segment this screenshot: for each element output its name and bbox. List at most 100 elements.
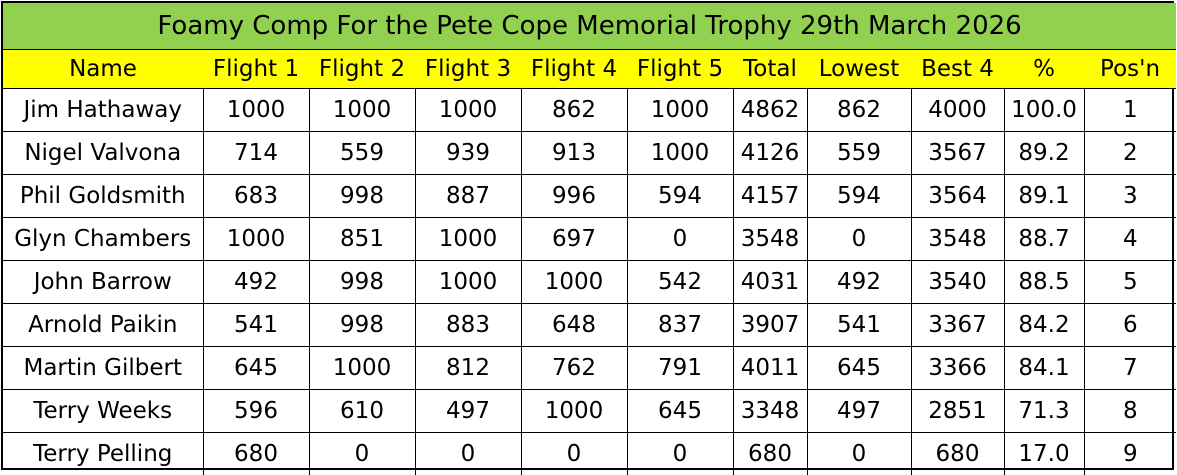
cell-percent: 89.1 (1004, 175, 1084, 218)
cell-total: 4011 (733, 347, 807, 390)
cell-best-4: 3366 (911, 347, 1004, 390)
cell-flight-5: 542 (627, 261, 733, 304)
column-header-name: Name (3, 50, 203, 89)
cell-flight-5: 791 (627, 347, 733, 390)
cell-flight-5: 0 (627, 218, 733, 261)
column-header-best-4: Best 4 (911, 50, 1004, 89)
cell-flight-1: 492 (203, 261, 309, 304)
column-header-flight-2: Flight 2 (309, 50, 415, 89)
column-header-lowest: Lowest (807, 50, 911, 89)
cell-name: Nigel Valvona (3, 132, 203, 175)
cell-position: 4 (1084, 218, 1176, 261)
cell-flight-3: 883 (415, 304, 521, 347)
cell-lowest: 594 (807, 175, 911, 218)
cell-position: 3 (1084, 175, 1176, 218)
cell-total: 4031 (733, 261, 807, 304)
cell-best-4: 3540 (911, 261, 1004, 304)
cell-total: 4126 (733, 132, 807, 175)
cell-flight-2: 1000 (309, 347, 415, 390)
column-header-flight-3: Flight 3 (415, 50, 521, 89)
cell-best-4: 4000 (911, 89, 1004, 132)
cell-flight-3: 1000 (415, 261, 521, 304)
cell-position: 2 (1084, 132, 1176, 175)
cell-best-4: 3567 (911, 132, 1004, 175)
column-header-flight-4: Flight 4 (521, 50, 627, 89)
cell-flight-3: 887 (415, 175, 521, 218)
cell-total: 680 (733, 433, 807, 475)
cell-percent: 17.0 (1004, 433, 1084, 475)
cell-flight-4: 697 (521, 218, 627, 261)
sheet-title: Foamy Comp For the Pete Cope Memorial Tr… (3, 3, 1176, 50)
column-header-position: Pos'n (1084, 50, 1176, 89)
cell-flight-5: 837 (627, 304, 733, 347)
cell-lowest: 492 (807, 261, 911, 304)
cell-percent: 71.3 (1004, 390, 1084, 433)
title-row: Foamy Comp For the Pete Cope Memorial Tr… (3, 3, 1176, 50)
cell-flight-1: 1000 (203, 218, 309, 261)
cell-flight-2: 559 (309, 132, 415, 175)
cell-best-4: 3548 (911, 218, 1004, 261)
cell-name: Phil Goldsmith (3, 175, 203, 218)
cell-total: 3348 (733, 390, 807, 433)
cell-flight-2: 851 (309, 218, 415, 261)
cell-position: 8 (1084, 390, 1176, 433)
cell-flight-3: 1000 (415, 218, 521, 261)
cell-flight-2: 998 (309, 175, 415, 218)
cell-flight-4: 996 (521, 175, 627, 218)
cell-flight-1: 541 (203, 304, 309, 347)
cell-flight-5: 645 (627, 390, 733, 433)
cell-total: 4157 (733, 175, 807, 218)
cell-name: Glyn Chambers (3, 218, 203, 261)
cell-percent: 100.0 (1004, 89, 1084, 132)
cell-flight-3: 939 (415, 132, 521, 175)
cell-flight-3: 812 (415, 347, 521, 390)
cell-flight-4: 1000 (521, 261, 627, 304)
cell-flight-1: 683 (203, 175, 309, 218)
cell-name: Terry Weeks (3, 390, 203, 433)
cell-best-4: 680 (911, 433, 1004, 475)
cell-flight-4: 762 (521, 347, 627, 390)
cell-name: Jim Hathaway (3, 89, 203, 132)
cell-percent: 84.1 (1004, 347, 1084, 390)
cell-flight-3: 1000 (415, 89, 521, 132)
cell-flight-2: 610 (309, 390, 415, 433)
cell-percent: 88.5 (1004, 261, 1084, 304)
cell-flight-2: 1000 (309, 89, 415, 132)
cell-flight-4: 1000 (521, 390, 627, 433)
cell-flight-1: 645 (203, 347, 309, 390)
cell-lowest: 559 (807, 132, 911, 175)
cell-flight-3: 0 (415, 433, 521, 475)
cell-flight-1: 596 (203, 390, 309, 433)
cell-best-4: 2851 (911, 390, 1004, 433)
column-header-flight-1: Flight 1 (203, 50, 309, 89)
cell-flight-5: 1000 (627, 89, 733, 132)
cell-position: 7 (1084, 347, 1176, 390)
cell-position: 9 (1084, 433, 1176, 475)
cell-flight-3: 497 (415, 390, 521, 433)
cell-position: 1 (1084, 89, 1176, 132)
results-table: Foamy Comp For the Pete Cope Memorial Tr… (3, 3, 1176, 475)
cell-flight-4: 862 (521, 89, 627, 132)
cell-flight-2: 998 (309, 261, 415, 304)
column-header-total: Total (733, 50, 807, 89)
cell-total: 3907 (733, 304, 807, 347)
cell-flight-5: 0 (627, 433, 733, 475)
cell-name: Arnold Paikin (3, 304, 203, 347)
cell-percent: 89.2 (1004, 132, 1084, 175)
cell-best-4: 3564 (911, 175, 1004, 218)
cell-name: John Barrow (3, 261, 203, 304)
cell-name: Terry Pelling (3, 433, 203, 475)
cell-percent: 84.2 (1004, 304, 1084, 347)
cell-flight-2: 998 (309, 304, 415, 347)
cell-lowest: 497 (807, 390, 911, 433)
cell-lowest: 645 (807, 347, 911, 390)
cell-total: 3548 (733, 218, 807, 261)
